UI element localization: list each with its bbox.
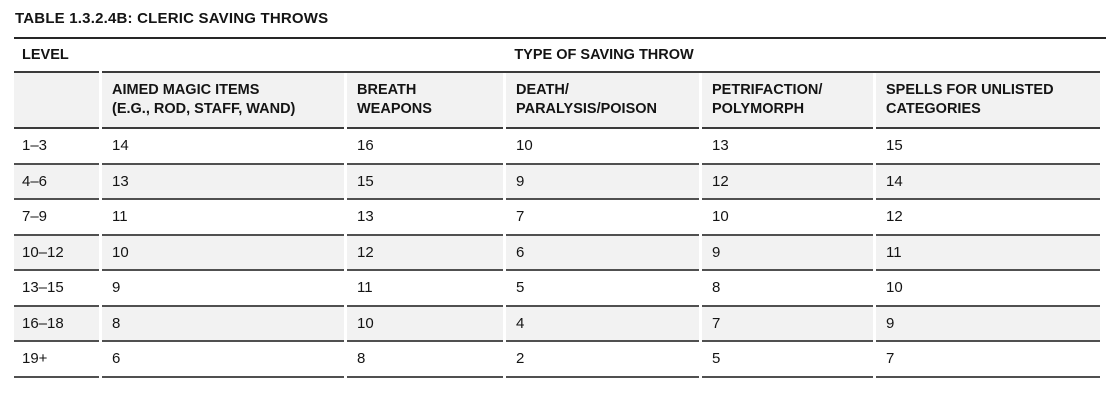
title-rule — [14, 37, 1106, 39]
value-cell: 8 — [347, 342, 503, 378]
level-cell: 13–15 — [14, 271, 99, 307]
column-header-line: CATEGORIES — [886, 101, 981, 117]
value-cell: 9 — [102, 271, 344, 307]
table-header: LEVEL TYPE OF SAVING THROW AIMED MAGIC I… — [14, 39, 1101, 129]
value-cell: 9 — [876, 306, 1101, 342]
table-body: 1–3 14 16 10 13 15 4–6 13 15 9 12 14 7–9… — [14, 129, 1101, 378]
column-header-line: (E.G., ROD, STAFF, WAND) — [112, 101, 296, 117]
table-title: TABLE 1.3.2.4B: CLERIC SAVING THROWS — [15, 10, 329, 27]
level-cell: 10–12 — [14, 235, 99, 271]
value-cell: 8 — [102, 306, 344, 342]
value-cell: 12 — [347, 235, 503, 271]
table-row: 13–15 9 11 5 8 10 — [14, 271, 1101, 307]
value-cell: 6 — [102, 342, 344, 378]
value-cell: 15 — [876, 129, 1101, 165]
column-header-petrifaction-polymorph: PETRIFACTION/ POLYMORPH — [702, 73, 873, 129]
table-row: 1–3 14 16 10 13 15 — [14, 129, 1101, 165]
level-cell: 7–9 — [14, 200, 99, 236]
value-cell: 11 — [876, 235, 1101, 271]
table-row: 7–9 11 13 7 10 12 — [14, 200, 1101, 236]
value-cell: 12 — [702, 164, 873, 200]
column-header-death-paralysis-poison: DEATH/ PARALYSIS/POISON — [506, 73, 699, 129]
table-row: 16–18 8 10 4 7 9 — [14, 306, 1101, 342]
value-cell: 11 — [102, 200, 344, 236]
saving-throw-group-header: TYPE OF SAVING THROW — [102, 39, 1101, 73]
column-header-line: SPELLS FOR UNLISTED — [886, 82, 1054, 98]
column-header-row: AIMED MAGIC ITEMS (E.G., ROD, STAFF, WAN… — [14, 73, 1101, 129]
value-cell: 13 — [347, 200, 503, 236]
value-cell: 10 — [702, 200, 873, 236]
column-header-line: POLYMORPH — [712, 101, 805, 117]
group-header-row: LEVEL TYPE OF SAVING THROW — [14, 39, 1101, 73]
value-cell: 7 — [506, 200, 699, 236]
value-cell: 16 — [347, 129, 503, 165]
value-cell: 10 — [347, 306, 503, 342]
value-cell: 2 — [506, 342, 699, 378]
value-cell: 7 — [702, 306, 873, 342]
cleric-saving-throws-table: LEVEL TYPE OF SAVING THROW AIMED MAGIC I… — [11, 39, 1103, 378]
value-cell: 10 — [876, 271, 1101, 307]
value-cell: 13 — [102, 164, 344, 200]
value-cell: 7 — [876, 342, 1101, 378]
column-header-line: PARALYSIS/POISON — [516, 101, 658, 117]
level-cell: 16–18 — [14, 306, 99, 342]
table-row: 19+ 6 8 2 5 7 — [14, 342, 1101, 378]
value-cell: 10 — [102, 235, 344, 271]
level-column-header: LEVEL — [14, 39, 99, 73]
value-cell: 14 — [102, 129, 344, 165]
value-cell: 13 — [702, 129, 873, 165]
value-cell: 14 — [876, 164, 1101, 200]
value-cell: 8 — [702, 271, 873, 307]
column-header-line: DEATH/ — [516, 82, 569, 98]
column-header-line: PETRIFACTION/ — [712, 82, 823, 98]
value-cell: 9 — [506, 164, 699, 200]
value-cell: 12 — [876, 200, 1101, 236]
value-cell: 5 — [702, 342, 873, 378]
column-header-aimed-magic-items: AIMED MAGIC ITEMS (E.G., ROD, STAFF, WAN… — [102, 73, 344, 129]
document-page: TABLE 1.3.2.4B: CLERIC SAVING THROWS LEV… — [11, 10, 1106, 378]
value-cell: 11 — [347, 271, 503, 307]
value-cell: 5 — [506, 271, 699, 307]
column-header-breath-weapons: BREATH WEAPONS — [347, 73, 503, 129]
column-header-spells-unlisted: SPELLS FOR UNLISTED CATEGORIES — [876, 73, 1101, 129]
level-cell: 4–6 — [14, 164, 99, 200]
column-header-line: AIMED MAGIC ITEMS — [112, 82, 260, 98]
table-row: 10–12 10 12 6 9 11 — [14, 235, 1101, 271]
value-cell: 9 — [702, 235, 873, 271]
table-row: 4–6 13 15 9 12 14 — [14, 164, 1101, 200]
value-cell: 10 — [506, 129, 699, 165]
level-cell: 1–3 — [14, 129, 99, 165]
column-header-line: BREATH — [357, 82, 417, 98]
level-subheader-spacer — [14, 73, 99, 129]
level-cell: 19+ — [14, 342, 99, 378]
value-cell: 4 — [506, 306, 699, 342]
column-header-line: WEAPONS — [357, 101, 432, 117]
value-cell: 15 — [347, 164, 503, 200]
value-cell: 6 — [506, 235, 699, 271]
